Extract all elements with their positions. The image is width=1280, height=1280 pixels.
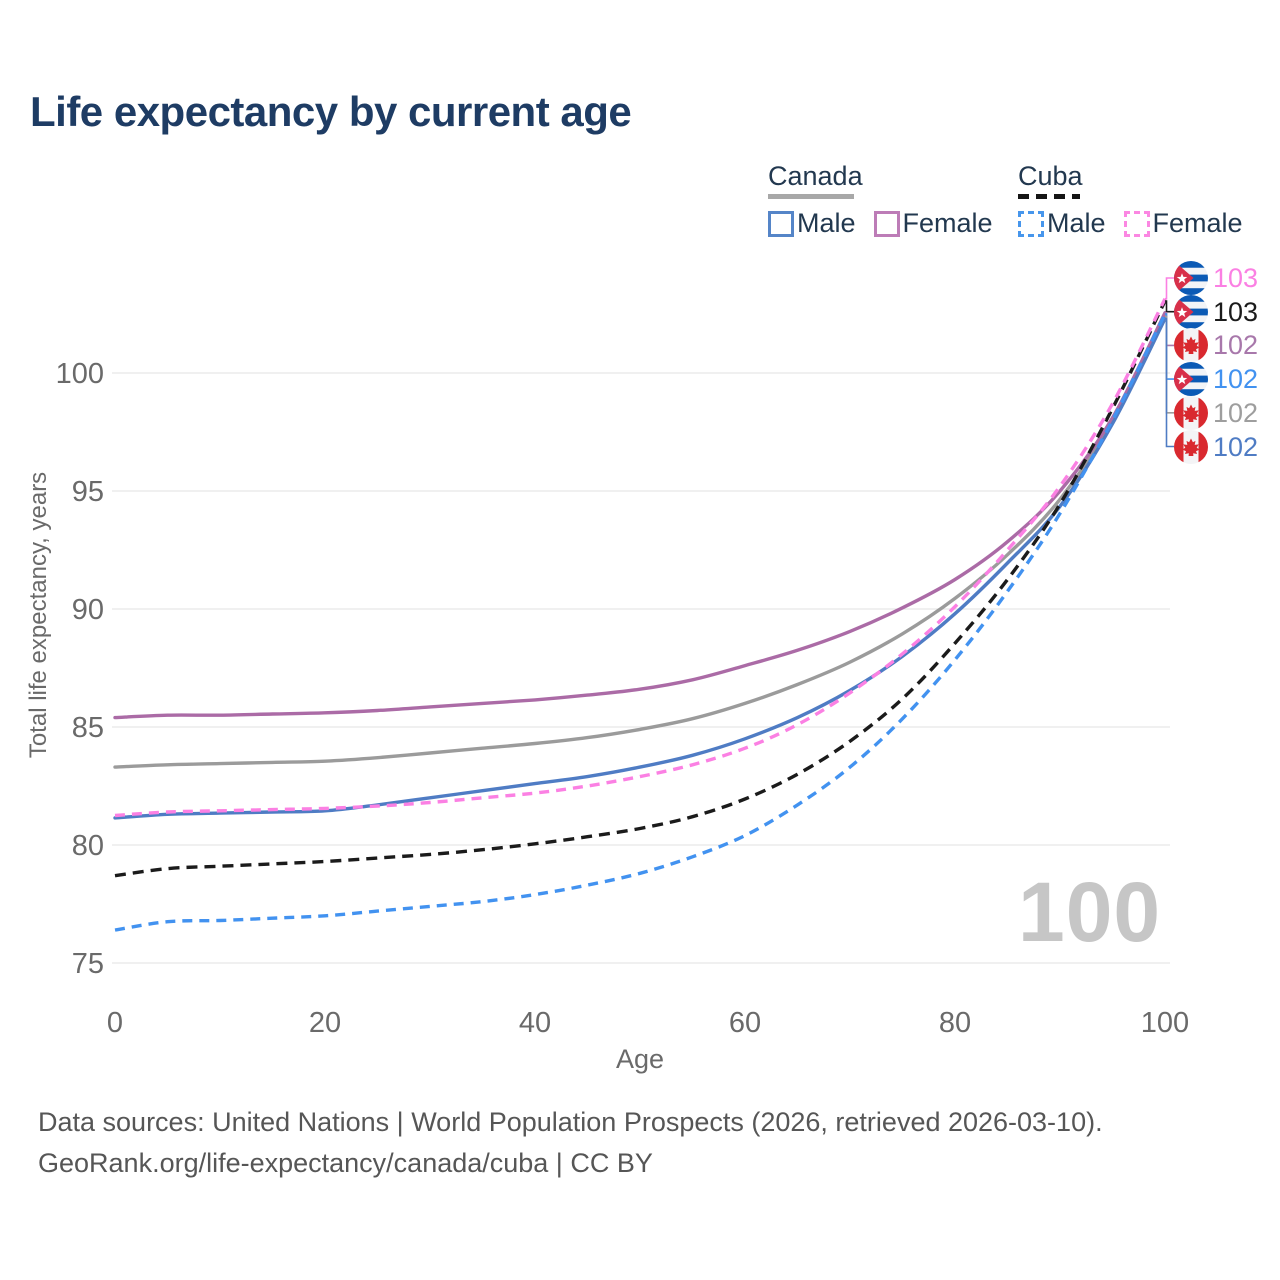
series-line-canada_male[interactable] — [113, 317, 1167, 820]
end-label-value: 103 — [1213, 296, 1259, 327]
series-line-canada_female[interactable] — [113, 311, 1167, 720]
end-label-value: 103 — [1213, 263, 1259, 293]
x-axis-title: Age — [616, 1044, 664, 1074]
end-label-canada_female[interactable]: 102 — [1174, 328, 1259, 363]
x-tick-60: 60 — [729, 1007, 761, 1039]
legend-cuba-male-label: Male — [1047, 208, 1106, 238]
georank-link-text: GeoRank.org/life-expectancy/canada/cuba … — [38, 1148, 653, 1178]
x-tick-20: 20 — [309, 1007, 341, 1039]
legend-group-cuba: Cuba Male Female — [1018, 163, 1243, 239]
x-tick-0: 0 — [107, 1007, 123, 1039]
end-connector-canada_male — [1165, 317, 1175, 448]
series-line-canada_total[interactable] — [113, 314, 1167, 769]
y-axis-title: Total life expectancy, years — [25, 472, 52, 758]
canada-flag-icon — [1174, 429, 1208, 464]
legend-canada-male-label: Male — [797, 208, 856, 238]
cuba-female-swatch — [1123, 210, 1150, 237]
cuba-flag-icon — [1174, 362, 1208, 397]
cuba-male-swatch — [1018, 210, 1044, 237]
age-cursor-watermark: 100 — [1018, 865, 1162, 959]
series-line-cuba_total[interactable] — [114, 300, 1167, 878]
x-tick-40: 40 — [519, 1007, 551, 1039]
cuba-flag-icon — [1174, 294, 1208, 329]
legend-cuba-male[interactable]: Male — [1018, 208, 1106, 239]
end-label-cuba_male[interactable]: 102 — [1174, 362, 1259, 397]
series-line-cuba_male[interactable] — [114, 313, 1167, 932]
end-label-cuba_female[interactable]: 103 — [1174, 261, 1258, 295]
legend-group-canada: Canada Male Female — [768, 163, 993, 239]
cuba-line-swatch — [1018, 194, 1080, 199]
legend-cuba-female[interactable]: Female — [1123, 208, 1243, 239]
x-tick-100: 100 — [1141, 1007, 1189, 1039]
end-label-value: 102 — [1213, 330, 1259, 361]
x-tick-80: 80 — [939, 1007, 971, 1039]
canada-male-swatch — [768, 210, 794, 237]
end-label-canada_male[interactable]: 102 — [1174, 429, 1259, 464]
y-tick-85: 85 — [72, 712, 104, 744]
canada-flag-icon — [1174, 328, 1208, 363]
end-label-value: 102 — [1213, 397, 1259, 428]
legend-canada-female-label: Female — [902, 208, 993, 238]
y-tick-90: 90 — [72, 594, 104, 626]
footer: Data sources: United Nations | World Pop… — [38, 1102, 1103, 1184]
end-label-cuba_total[interactable]: 103 — [1174, 294, 1259, 329]
page-title: Life expectancy by current age — [30, 88, 632, 135]
y-tick-75: 75 — [72, 948, 104, 980]
y-tick-95: 95 — [72, 476, 104, 508]
legend-cuba-label[interactable]: Cuba — [1018, 161, 1083, 191]
end-label-value: 102 — [1213, 364, 1259, 395]
y-tick-80: 80 — [72, 830, 104, 862]
end-connector-cuba_total — [1165, 300, 1175, 313]
canada-female-swatch — [873, 210, 900, 237]
canada-flag-icon — [1174, 395, 1208, 430]
cuba-flag-icon — [1174, 261, 1208, 295]
legend-canada-male[interactable]: Male — [768, 208, 856, 239]
legend-canada-female[interactable]: Female — [873, 208, 993, 239]
end-label-canada_total[interactable]: 102 — [1174, 395, 1259, 430]
end-label-value: 102 — [1213, 431, 1259, 462]
end-connector-cuba_female — [1165, 277, 1175, 300]
legend-canada-label[interactable]: Canada — [768, 161, 863, 191]
series-line-cuba_female[interactable] — [114, 297, 1167, 818]
canada-line-swatch — [768, 194, 854, 199]
legend-cuba-female-label: Female — [1152, 208, 1243, 238]
data-sources-text: Data sources: United Nations | World Pop… — [38, 1107, 1103, 1137]
y-tick-100: 100 — [56, 358, 104, 390]
